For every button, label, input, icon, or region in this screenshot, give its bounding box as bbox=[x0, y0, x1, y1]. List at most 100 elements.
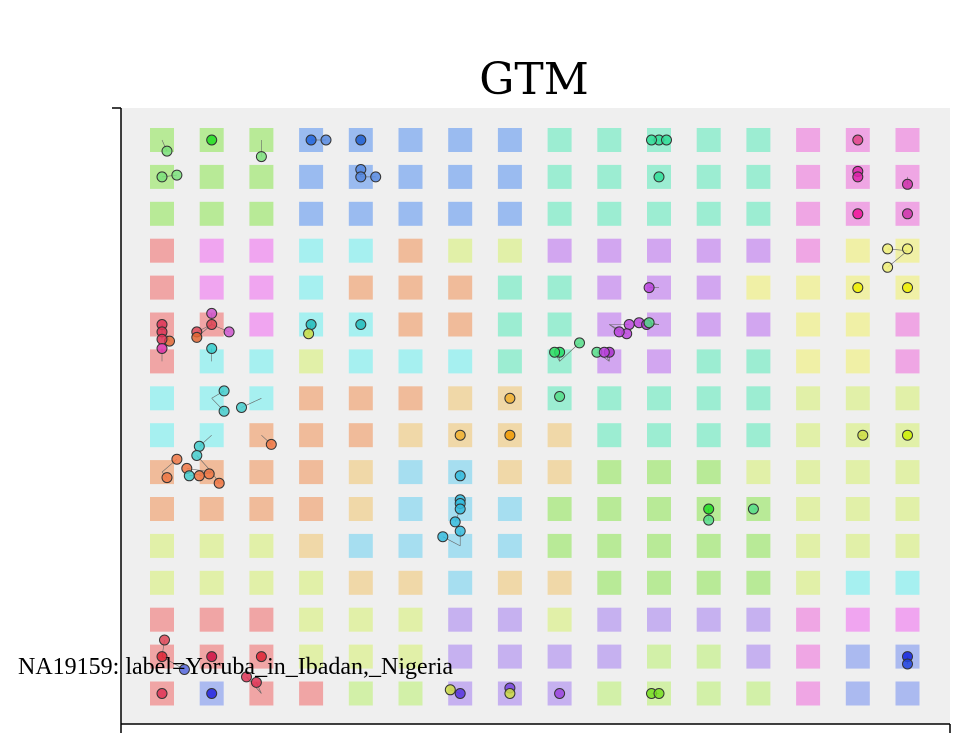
sample-point[interactable] bbox=[171, 453, 183, 465]
sample-point[interactable] bbox=[156, 343, 168, 354]
sample-point[interactable] bbox=[454, 470, 466, 482]
sample-point[interactable] bbox=[241, 671, 252, 683]
sample-point[interactable] bbox=[156, 651, 168, 663]
sample-point[interactable] bbox=[203, 468, 215, 480]
sample-point[interactable] bbox=[206, 134, 218, 146]
sample-point[interactable] bbox=[703, 503, 715, 515]
sample-point[interactable] bbox=[653, 688, 665, 699]
sample-point[interactable] bbox=[902, 243, 913, 255]
sample-point[interactable] bbox=[183, 470, 195, 482]
sample-point[interactable] bbox=[646, 134, 657, 146]
sample-point[interactable] bbox=[454, 525, 466, 537]
sample-point[interactable] bbox=[305, 134, 317, 146]
sample-point[interactable] bbox=[703, 514, 715, 526]
sample-point[interactable] bbox=[156, 333, 168, 345]
sample-point[interactable] bbox=[156, 688, 168, 699]
sample-point[interactable] bbox=[206, 343, 218, 354]
sample-point[interactable] bbox=[902, 282, 913, 294]
sample-point[interactable] bbox=[303, 328, 315, 340]
sample-point[interactable] bbox=[355, 319, 367, 330]
grid-cell bbox=[199, 238, 224, 263]
sample-point[interactable] bbox=[193, 440, 205, 452]
sample-point[interactable] bbox=[643, 282, 655, 294]
sample-point[interactable] bbox=[504, 688, 516, 699]
sample-point[interactable] bbox=[255, 651, 267, 663]
grid-cell bbox=[497, 164, 522, 189]
sample-point[interactable] bbox=[852, 282, 864, 294]
sample-point[interactable] bbox=[206, 319, 218, 330]
sample-point[interactable] bbox=[156, 171, 168, 183]
sample-point[interactable] bbox=[223, 326, 235, 338]
selected-point-label: NA19159: label=Yoruba_in_Ibadan,_Nigeria bbox=[18, 654, 453, 680]
sample-point[interactable] bbox=[218, 405, 230, 417]
sample-point[interactable] bbox=[178, 664, 190, 675]
grid-cell bbox=[547, 644, 572, 669]
sample-point[interactable] bbox=[598, 346, 610, 358]
sample-point[interactable] bbox=[206, 651, 218, 663]
sample-point[interactable] bbox=[454, 688, 466, 699]
sample-point[interactable] bbox=[320, 134, 332, 146]
sample-point[interactable] bbox=[504, 429, 516, 441]
sample-point[interactable] bbox=[454, 429, 466, 441]
grid-cell bbox=[348, 644, 373, 669]
sample-point[interactable] bbox=[902, 208, 913, 220]
grid-cell bbox=[299, 349, 324, 374]
grid-cell bbox=[398, 533, 423, 558]
grid-cell bbox=[398, 164, 423, 189]
sample-point[interactable] bbox=[554, 391, 566, 402]
sample-point[interactable] bbox=[355, 171, 367, 183]
sample-point[interactable] bbox=[852, 134, 864, 146]
sample-point[interactable] bbox=[206, 688, 218, 699]
sample-point[interactable] bbox=[265, 438, 277, 450]
sample-point[interactable] bbox=[193, 470, 205, 482]
sample-point[interactable] bbox=[882, 261, 894, 273]
sample-point[interactable] bbox=[437, 531, 449, 543]
sample-point[interactable] bbox=[852, 208, 864, 220]
sample-point[interactable] bbox=[236, 402, 247, 413]
sample-point[interactable] bbox=[902, 429, 913, 441]
sample-point[interactable] bbox=[504, 392, 516, 404]
sample-point[interactable] bbox=[305, 319, 317, 330]
sample-point[interactable] bbox=[857, 429, 869, 441]
grid-cell bbox=[348, 533, 373, 558]
sample-point[interactable] bbox=[255, 151, 267, 163]
sample-point[interactable] bbox=[159, 634, 170, 646]
sample-point[interactable] bbox=[191, 450, 203, 461]
sample-point[interactable] bbox=[250, 676, 262, 688]
grid-cell bbox=[845, 533, 870, 558]
sample-point[interactable] bbox=[747, 503, 759, 515]
sample-point[interactable] bbox=[643, 317, 655, 329]
sample-point[interactable] bbox=[902, 178, 913, 190]
sample-point[interactable] bbox=[549, 346, 561, 358]
sample-point[interactable] bbox=[218, 385, 230, 397]
sample-point[interactable] bbox=[882, 243, 894, 255]
sample-point[interactable] bbox=[370, 171, 382, 183]
sample-point[interactable] bbox=[554, 688, 566, 699]
sample-point[interactable] bbox=[206, 307, 218, 319]
sample-point[interactable] bbox=[449, 516, 461, 528]
grid-cell bbox=[746, 349, 771, 374]
sample-point[interactable] bbox=[191, 331, 203, 343]
grid-cell bbox=[647, 533, 671, 558]
sample-point[interactable] bbox=[623, 319, 635, 330]
grid-cell bbox=[448, 128, 473, 152]
sample-point[interactable] bbox=[444, 684, 456, 696]
sample-point[interactable] bbox=[161, 472, 173, 484]
grid-cell bbox=[249, 275, 274, 300]
sample-point[interactable] bbox=[355, 134, 367, 146]
sample-point[interactable] bbox=[171, 169, 183, 181]
grid-cell bbox=[895, 681, 920, 706]
sample-point[interactable] bbox=[454, 503, 466, 515]
sample-point[interactable] bbox=[161, 145, 173, 157]
grid-cell bbox=[547, 570, 572, 595]
sample-point[interactable] bbox=[661, 134, 672, 146]
grid-cell bbox=[497, 533, 522, 558]
sample-point[interactable] bbox=[574, 337, 585, 349]
sample-point[interactable] bbox=[852, 171, 864, 183]
sample-point[interactable] bbox=[213, 477, 225, 489]
sample-point[interactable] bbox=[653, 171, 665, 183]
sample-point[interactable] bbox=[613, 326, 625, 338]
sample-point[interactable] bbox=[902, 658, 913, 670]
grid-cell bbox=[150, 607, 174, 632]
